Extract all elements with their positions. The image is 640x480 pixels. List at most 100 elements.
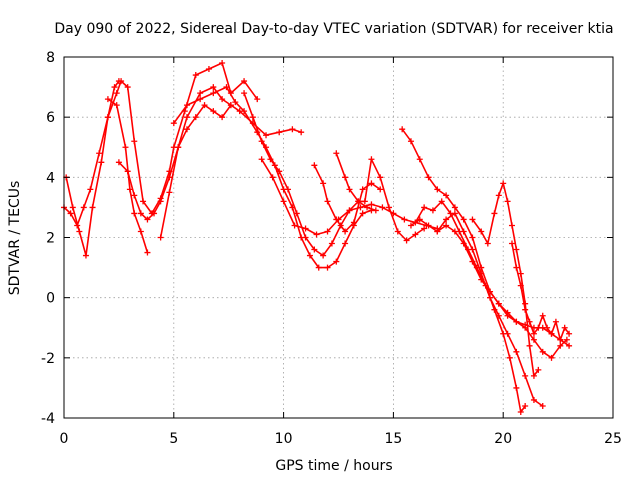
data-point-marker xyxy=(98,159,105,166)
data-point-marker xyxy=(478,228,485,235)
data-point-marker xyxy=(298,129,305,136)
data-point-marker xyxy=(359,186,366,193)
data-point-marker xyxy=(227,102,234,109)
x-tick-label: 20 xyxy=(494,431,512,447)
data-point-marker xyxy=(302,234,309,241)
y-tick-label: -4 xyxy=(41,411,55,427)
data-point-marker xyxy=(421,225,428,232)
grid xyxy=(63,56,614,419)
x-tick-label: 0 xyxy=(60,431,69,447)
data-point-marker xyxy=(438,198,445,205)
data-point-marker xyxy=(425,222,432,229)
data-point-marker xyxy=(508,240,515,247)
data-point-marker xyxy=(401,216,408,223)
data-point-marker xyxy=(137,228,144,235)
series-track-7 xyxy=(241,90,379,259)
data-point-marker xyxy=(320,252,327,259)
data-point-marker xyxy=(192,72,199,79)
data-point-marker xyxy=(557,342,564,349)
data-point-marker xyxy=(140,198,147,205)
data-point-marker xyxy=(350,219,357,226)
data-point-marker xyxy=(566,330,573,337)
data-point-marker xyxy=(535,324,542,331)
data-point-marker xyxy=(67,210,74,217)
chart-title: Day 090 of 2022, Sidereal Day-to-day VTE… xyxy=(54,21,613,37)
data-point-marker xyxy=(487,288,494,295)
data-point-marker xyxy=(115,78,122,85)
y-tick-label: 4 xyxy=(46,170,55,186)
data-point-marker xyxy=(513,318,520,325)
y-tick-label: 2 xyxy=(46,231,55,247)
data-point-marker xyxy=(249,114,256,121)
data-point-marker xyxy=(469,234,476,241)
data-point-marker xyxy=(166,174,173,181)
data-point-marker xyxy=(530,330,537,337)
data-point-marker xyxy=(210,84,217,91)
data-point-marker xyxy=(346,186,353,193)
data-point-marker xyxy=(76,228,83,235)
data-point-marker xyxy=(267,156,274,163)
series-line xyxy=(471,182,539,377)
data-point-marker xyxy=(368,201,375,208)
data-point-marker xyxy=(258,138,265,145)
data-point-marker xyxy=(197,96,204,103)
data-point-marker xyxy=(241,108,248,115)
data-point-marker xyxy=(500,180,507,187)
data-point-marker xyxy=(513,384,520,391)
data-point-marker xyxy=(69,204,76,211)
y-tick-label: 8 xyxy=(46,50,55,66)
data-point-marker xyxy=(82,252,89,259)
data-point-marker xyxy=(513,348,520,355)
data-point-marker xyxy=(517,282,524,289)
data-point-marker xyxy=(491,210,498,217)
data-point-marker xyxy=(96,150,103,157)
data-point-marker xyxy=(311,162,318,169)
data-point-marker xyxy=(183,126,190,133)
data-point-marker xyxy=(263,132,270,139)
data-point-marker xyxy=(284,186,291,193)
data-point-marker xyxy=(157,234,164,241)
data-point-marker xyxy=(232,99,239,106)
data-point-marker xyxy=(399,126,406,133)
data-point-marker xyxy=(342,174,349,181)
data-point-marker xyxy=(122,144,129,151)
data-point-marker xyxy=(124,84,131,91)
data-point-marker xyxy=(313,231,320,238)
data-point-marker xyxy=(210,108,217,115)
data-point-marker xyxy=(157,198,164,205)
series-line xyxy=(313,164,381,233)
data-series xyxy=(61,60,573,415)
data-point-marker xyxy=(346,207,353,214)
data-point-marker xyxy=(469,216,476,223)
series-track-13 xyxy=(412,198,529,415)
data-point-marker xyxy=(403,237,410,244)
data-point-marker xyxy=(535,366,542,373)
data-point-marker xyxy=(500,330,507,337)
series-line xyxy=(511,243,570,341)
data-point-marker xyxy=(219,96,226,103)
series-track-10 xyxy=(333,150,428,244)
data-point-marker xyxy=(451,204,458,211)
data-point-marker xyxy=(241,90,248,97)
data-point-marker xyxy=(506,354,513,361)
data-point-marker xyxy=(504,198,511,205)
data-point-marker xyxy=(563,336,570,343)
data-point-marker xyxy=(361,198,368,205)
data-point-marker xyxy=(144,216,151,223)
data-point-marker xyxy=(80,204,87,211)
data-point-marker xyxy=(333,258,340,265)
x-axis-label: GPS time / hours xyxy=(275,458,392,474)
data-point-marker xyxy=(425,174,432,181)
data-point-marker xyxy=(289,126,296,133)
x-tick-label: 15 xyxy=(384,431,402,447)
data-point-marker xyxy=(131,138,138,145)
data-point-marker xyxy=(342,228,349,235)
data-point-marker xyxy=(258,156,265,163)
data-point-marker xyxy=(377,174,384,181)
data-point-marker xyxy=(517,270,524,277)
data-point-marker xyxy=(192,114,199,121)
data-point-marker xyxy=(557,336,564,343)
data-point-marker xyxy=(324,264,331,271)
x-tick-label: 10 xyxy=(275,431,293,447)
data-point-marker xyxy=(311,246,318,253)
